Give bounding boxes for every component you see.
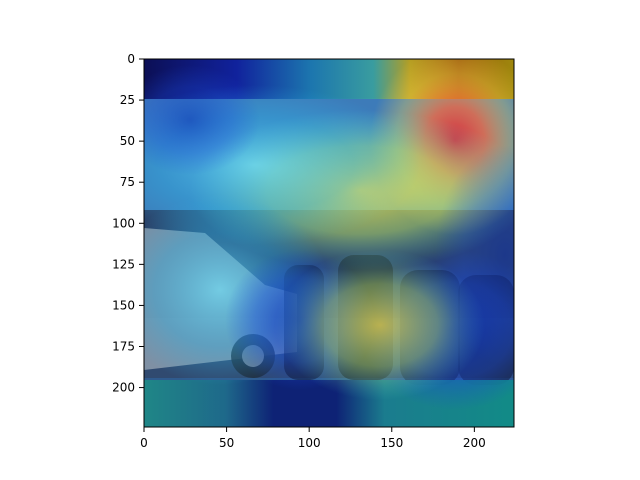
y-tick-label-7: 175 [112,340,135,354]
plot-frame [143,58,515,428]
y-tick-label-6: 150 [112,298,135,312]
heatmap-image [144,59,514,427]
y-tick-label-3: 75 [120,175,135,189]
x-tick-label-0: 0 [140,436,148,450]
y-tick-label-5: 125 [112,257,135,271]
y-tick-label-0: 0 [127,52,135,66]
x-tick-label-1: 50 [219,436,234,450]
x-tick-label-4: 200 [463,436,486,450]
y-tick-label-1: 25 [120,93,135,107]
y-tick-label-4: 100 [112,216,135,230]
x-tick-label-2: 100 [298,436,321,450]
y-axis: 0 25 50 75 100 125 150 175 200 [112,52,144,395]
y-tick-label-8: 200 [112,381,135,395]
x-axis: 0 50 100 150 200 [140,427,486,450]
x-tick-label-3: 150 [380,436,403,450]
y-tick-label-2: 50 [120,134,135,148]
